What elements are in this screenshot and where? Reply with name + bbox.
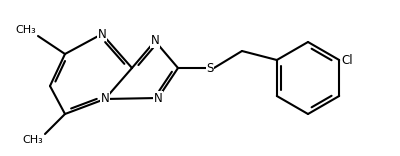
Text: CH₃: CH₃	[15, 25, 36, 35]
Text: N: N	[98, 27, 106, 41]
Text: N: N	[151, 34, 159, 47]
Text: N: N	[101, 93, 109, 105]
Text: N: N	[154, 92, 162, 105]
Text: Cl: Cl	[341, 54, 353, 66]
Text: CH₃: CH₃	[22, 135, 43, 145]
Text: S: S	[206, 61, 214, 75]
